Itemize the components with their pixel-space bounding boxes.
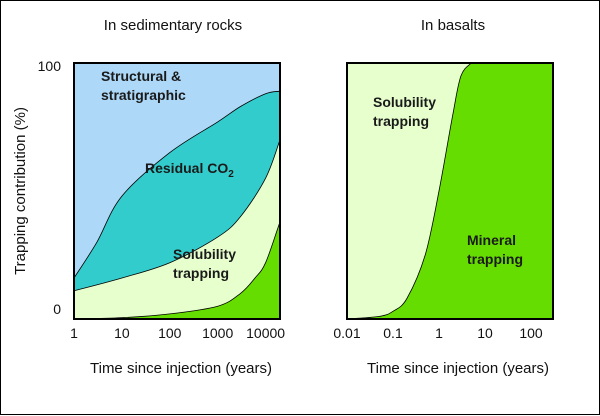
left-panel-title: In sedimentary rocks [104, 17, 242, 34]
x-tick-label: 10000 [246, 325, 285, 341]
label-residual: Residual CO2 [145, 160, 234, 180]
x-tick-label: 1 [435, 325, 443, 341]
y-tick-0: 0 [53, 301, 61, 317]
label-structural-2: stratigraphic [101, 87, 186, 103]
label-structural-1: Structural & [101, 68, 181, 84]
y-axis-label: Trapping contribution (%) [12, 107, 29, 275]
x-tick-label: 1000 [202, 325, 233, 341]
label-solubility-1: Solubility [373, 94, 436, 110]
right-x-ticks: 0.01 0.1 1 10 100 [333, 325, 543, 341]
y-tick-100: 100 [38, 58, 62, 74]
mineral-region [73, 221, 281, 320]
x-tick-label: 100 [519, 325, 543, 341]
right-plot-border [346, 62, 554, 320]
left-x-ticks: 1 10 100 1000 10000 [70, 325, 285, 341]
label-mineral-2: trapping [467, 251, 523, 267]
left-panel: In sedimentary rocks Structural & strati… [12, 17, 285, 377]
right-panel-title: In basalts [421, 17, 485, 34]
right-panel: In basalts Solubility trapping Mineral t… [333, 17, 554, 377]
label-solubility-2: trapping [373, 113, 429, 129]
x-tick-label: 0.1 [383, 325, 403, 341]
solubility-region [73, 139, 281, 320]
left-x-axis-label: Time since injection (years) [90, 360, 272, 377]
right-x-axis-label: Time since injection (years) [367, 360, 549, 377]
x-tick-label: 100 [158, 325, 182, 341]
x-tick-label: 10 [114, 325, 130, 341]
left-plot-border [73, 62, 281, 320]
label-solubility-1: Solubility [173, 246, 236, 262]
x-tick-label: 1 [70, 325, 78, 341]
label-solubility-2: trapping [173, 265, 229, 281]
x-tick-label: 0.01 [333, 325, 360, 341]
x-tick-label: 10 [477, 325, 493, 341]
mineral-region [346, 62, 554, 320]
label-mineral-1: Mineral [467, 232, 516, 248]
